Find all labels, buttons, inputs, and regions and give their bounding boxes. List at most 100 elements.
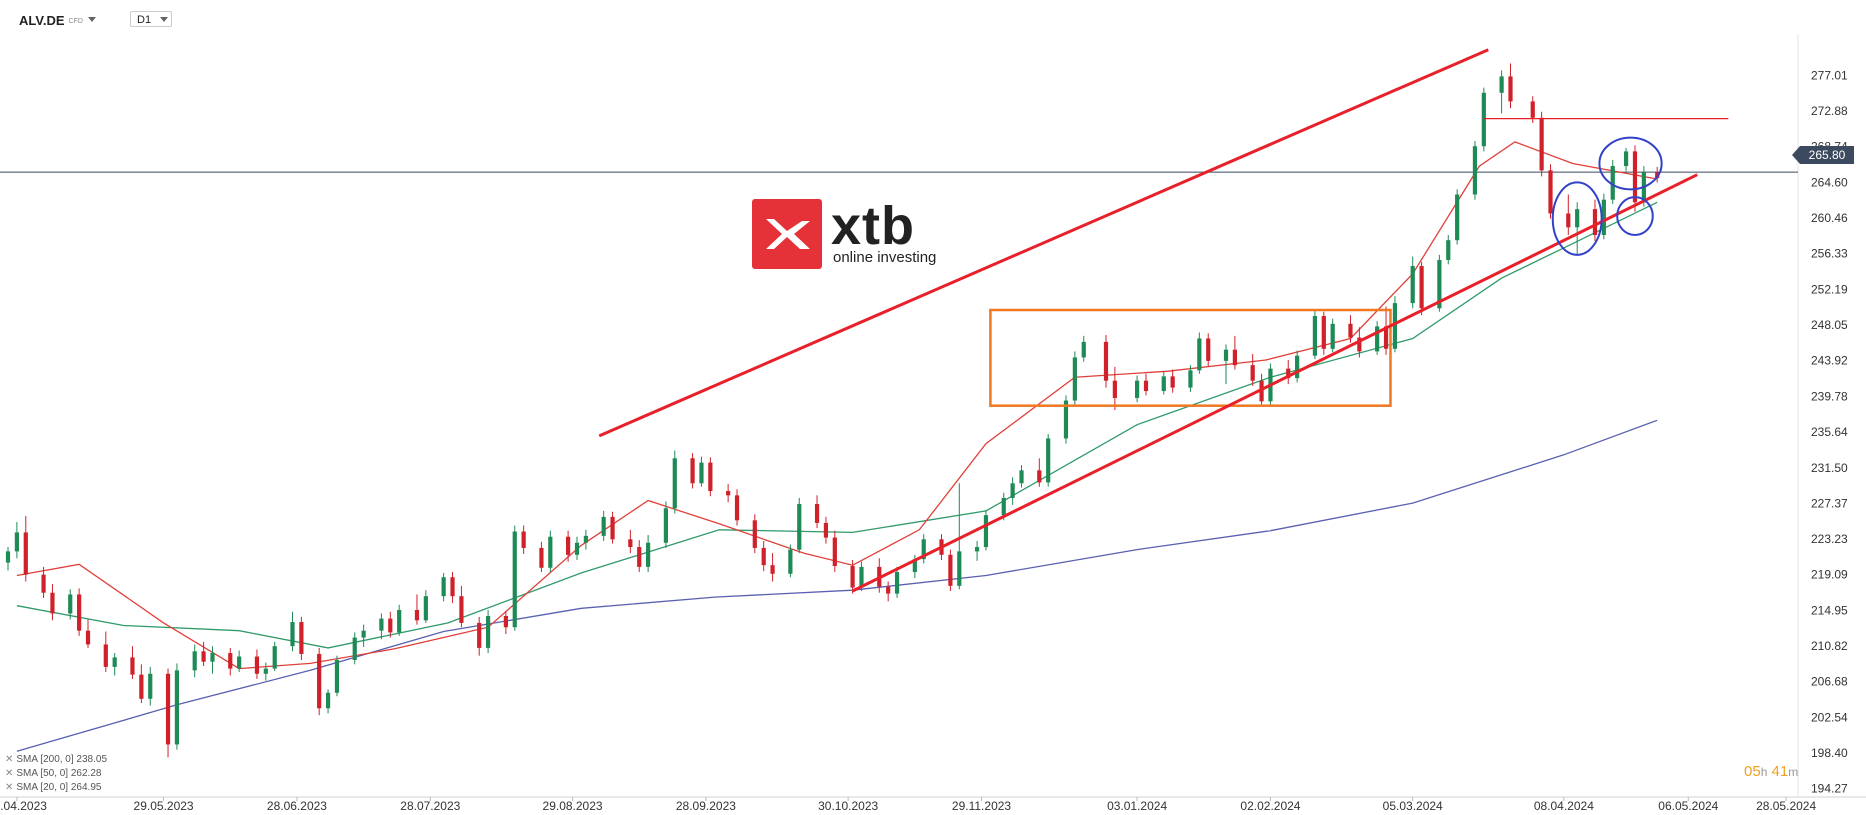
candle-body	[1072, 357, 1077, 401]
candle-body	[539, 547, 544, 568]
candle-body	[459, 596, 464, 623]
candle-body	[441, 577, 446, 597]
candle-body	[112, 657, 117, 667]
sma50-line	[16, 201, 1658, 649]
price-axis-label: 227.37	[1811, 496, 1848, 510]
symbol-chevron-down-icon[interactable]	[88, 17, 96, 22]
candle-body	[1019, 470, 1024, 484]
price-axis-label: 252.19	[1811, 282, 1848, 296]
price-axis-label: 264.60	[1811, 175, 1848, 189]
candle-body	[894, 572, 900, 594]
candle-body	[1655, 172, 1660, 179]
legend-item-sma200[interactable]: ✕ SMA [200, 0] 238.05	[5, 754, 107, 765]
candle-body	[1575, 209, 1580, 228]
price-axis-label: 223.23	[1811, 532, 1848, 546]
highlight-ellipse	[1551, 181, 1603, 256]
date-axis-label: 30.10.2023	[818, 799, 878, 813]
price-axis-label: 219.09	[1811, 568, 1848, 582]
candle-body	[726, 491, 731, 496]
close-icon[interactable]: ✕	[5, 768, 14, 779]
candle-body	[770, 565, 775, 574]
candle-body	[1197, 338, 1202, 371]
candle-body	[814, 503, 820, 523]
candle-body	[237, 656, 242, 669]
candle-body	[1103, 341, 1109, 381]
candle-body	[672, 458, 677, 509]
candle-body	[1046, 438, 1051, 483]
candle-body	[263, 668, 268, 674]
symbol-selector[interactable]: ALV.DE CFD	[19, 13, 83, 28]
date-axis-label: 29.11.2023	[952, 799, 1011, 813]
date-axis-label: 28.07.2023	[400, 799, 460, 813]
legend-item-sma50[interactable]: ✕ SMA [50, 0] 262.28	[5, 768, 101, 779]
candle-body	[1357, 337, 1362, 352]
price-axis-label: 272.88	[1811, 104, 1848, 118]
price-axis-label: 194.27	[1811, 782, 1848, 796]
candle-body	[708, 462, 713, 492]
channel-upper-line	[598, 48, 1489, 438]
candle-body	[548, 536, 553, 568]
candle-body	[512, 531, 517, 628]
legend-item-sma20[interactable]: ✕ SMA [20, 0] 264.95	[5, 782, 101, 793]
date-axis-label: 03.01.2024	[1107, 799, 1167, 813]
interval-selector[interactable]: D1	[130, 11, 172, 27]
candle-body	[583, 535, 588, 543]
timer-hours-unit: h	[1760, 765, 1768, 779]
date-axis-label: 05.03.2024	[1383, 799, 1443, 813]
candle-body	[690, 458, 695, 484]
candle-body	[1472, 146, 1478, 195]
close-icon[interactable]: ✕	[5, 782, 14, 793]
candle-timer: 05h 41m	[1744, 763, 1798, 780]
legend-label: SMA [20, 0] 264.95	[16, 782, 102, 793]
candle-body	[272, 646, 277, 669]
candle-body	[254, 656, 260, 674]
candle-body	[1312, 316, 1318, 356]
candle-body	[646, 542, 651, 567]
candle-body	[1419, 266, 1424, 309]
candle-body	[228, 653, 233, 669]
symbol-tag: CFD	[68, 18, 83, 26]
candle-body	[1010, 483, 1015, 498]
candle-body	[734, 495, 740, 521]
date-axis-label: 08.04.2024	[1534, 799, 1594, 813]
candle-body	[450, 577, 455, 597]
candle-body	[974, 547, 980, 552]
timer-minutes-unit: m	[1788, 765, 1799, 779]
sma200-line	[16, 419, 1658, 752]
candle-body	[1223, 349, 1229, 361]
candle-body	[1250, 365, 1255, 381]
candle-body	[503, 616, 508, 628]
candle-body	[5, 551, 11, 563]
candle-body	[1286, 368, 1291, 379]
candle-body	[23, 532, 28, 575]
price-axis-label: 239.78	[1811, 389, 1848, 403]
candle-body	[761, 547, 766, 566]
candle-body	[361, 630, 366, 638]
price-axis-label: 277.01	[1811, 68, 1848, 82]
highlight-ellipse	[1616, 196, 1654, 237]
close-icon[interactable]: ✕	[5, 754, 14, 765]
price-axis-label: 260.46	[1811, 211, 1848, 225]
candle-body	[1001, 497, 1006, 516]
candle-body	[379, 618, 384, 631]
candle-body	[859, 566, 864, 588]
xtb-logo: xtb online investing	[752, 196, 992, 271]
candle-body	[1112, 380, 1117, 398]
candle-body	[77, 594, 82, 631]
candle-body	[797, 503, 802, 550]
candle-body	[1446, 240, 1451, 261]
candle-body	[317, 653, 322, 709]
price-axis-label: 235.64	[1811, 425, 1848, 439]
candle-body	[325, 692, 331, 709]
candle-body	[290, 622, 295, 647]
legend-label: SMA [50, 0] 262.28	[16, 768, 102, 779]
price-axis-label: 198.40	[1811, 746, 1848, 760]
candle-body	[1232, 349, 1237, 366]
price-axis-label: 202.54	[1811, 710, 1848, 724]
candle-body	[699, 462, 704, 484]
candle-body	[210, 653, 215, 662]
candle-body	[1206, 338, 1211, 361]
candle-body	[610, 516, 615, 540]
candle-body	[1508, 76, 1513, 102]
